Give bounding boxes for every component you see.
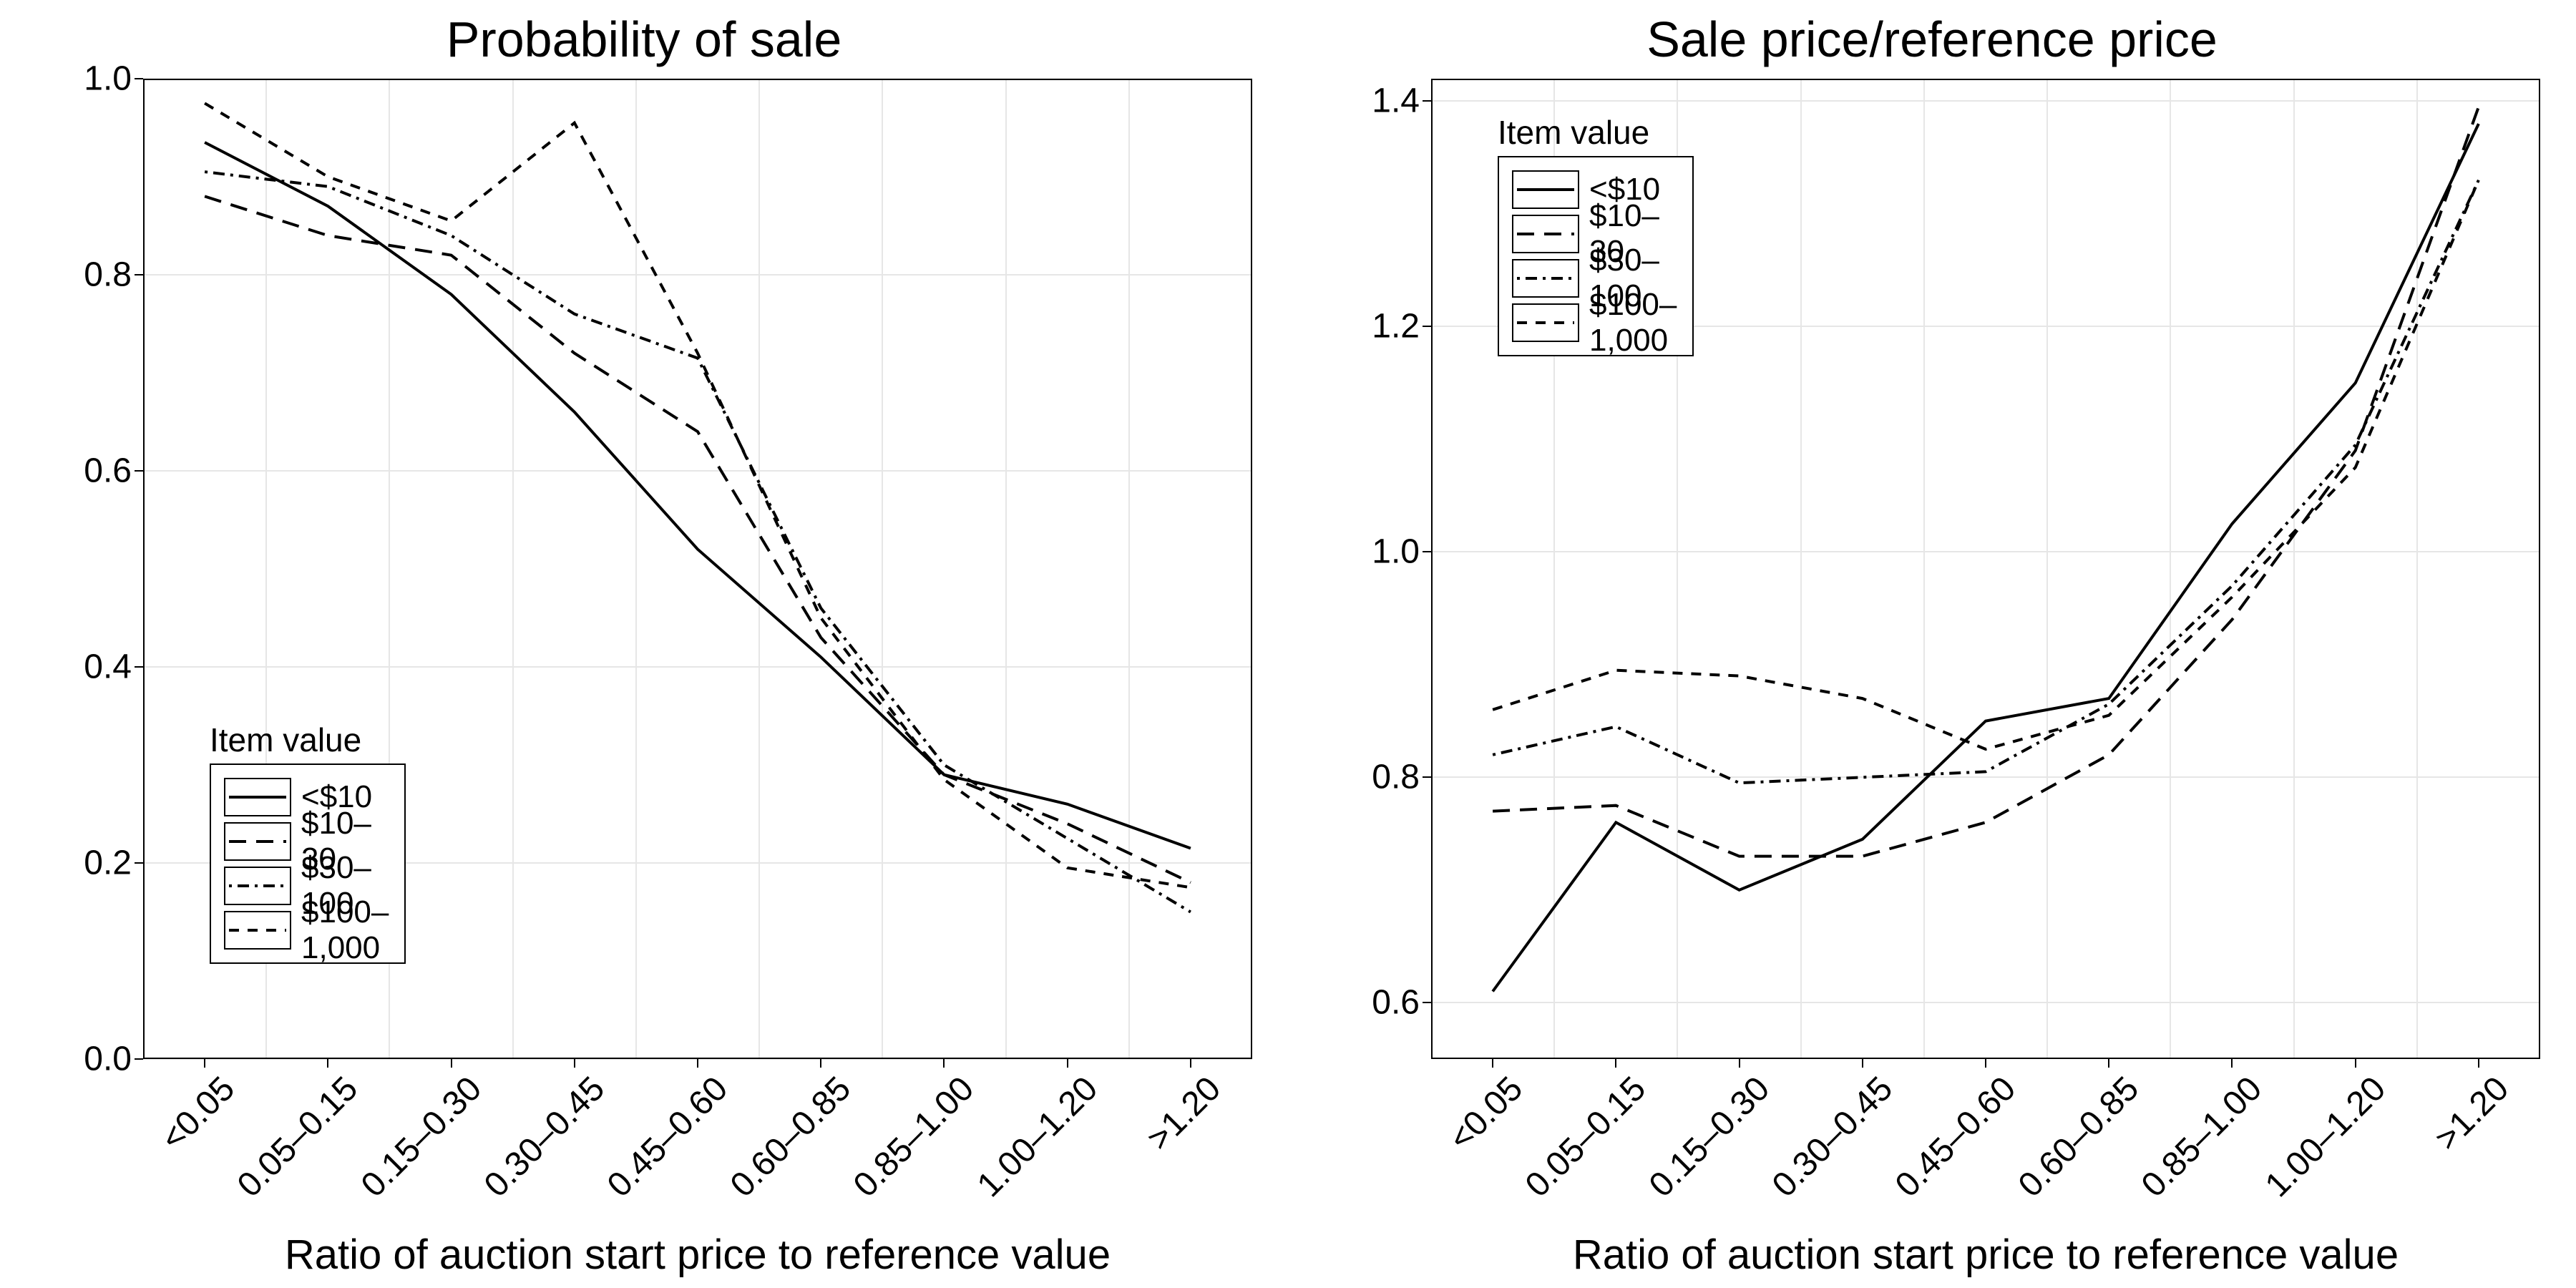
- ytick-label: 1.0: [1372, 532, 1431, 572]
- panel-prob-sale: Probability of sale Item value <$10$10–3…: [0, 0, 1288, 1288]
- xtick-label: 0.05–0.15: [1508, 1059, 1654, 1205]
- xtick-label: 0.60–0.85: [2001, 1059, 2147, 1205]
- legend-swatch: [224, 867, 291, 905]
- xtick-label: 0.05–0.15: [220, 1059, 366, 1205]
- legend-swatch: [1512, 259, 1579, 298]
- legend-swatch: [224, 778, 291, 816]
- xtick-label: >1.20: [1129, 1059, 1229, 1158]
- xtick-label: 0.45–0.60: [590, 1059, 736, 1205]
- ytick-label: 1.2: [1372, 307, 1431, 346]
- panel-title-1: Probability of sale: [0, 11, 1288, 68]
- legend-swatch: [1512, 170, 1579, 209]
- legend-swatch: [1512, 215, 1579, 253]
- xtick-label: <0.05: [1431, 1059, 1531, 1158]
- xtick-label: 0.85–1.00: [2124, 1059, 2270, 1205]
- legend-box-2: <$10$10–30$30–100$100–1,000: [1498, 156, 1694, 356]
- legend-swatch: [224, 911, 291, 950]
- panel-price-ratio: Sale price/reference price Item value <$…: [1288, 0, 2576, 1288]
- xtick-label: 0.15–0.30: [343, 1059, 489, 1205]
- xtick-label: <0.05: [143, 1059, 243, 1158]
- x-axis-label-1: Ratio of auction start price to referenc…: [143, 1231, 1252, 1279]
- ytick-label: 0.6: [1372, 983, 1431, 1023]
- figure: Probability of sale Item value <$10$10–3…: [0, 0, 2576, 1288]
- xtick-label: 0.85–1.00: [836, 1059, 982, 1205]
- legend-swatch: [1512, 303, 1579, 342]
- ytick-label: 0.6: [84, 452, 143, 491]
- panel-title-2: Sale price/reference price: [1288, 11, 2576, 68]
- ytick-label: 0.0: [84, 1040, 143, 1079]
- xtick-label: >1.20: [2417, 1059, 2517, 1158]
- plot-area-2: Item value <$10$10–30$30–100$100–1,000 0…: [1431, 79, 2540, 1059]
- legend-label: $100–1,000: [301, 894, 389, 966]
- legend-item: $100–1,000: [224, 908, 389, 952]
- xtick-label: 0.30–0.45: [1755, 1059, 1901, 1205]
- ytick-label: 0.8: [1372, 758, 1431, 797]
- x-axis-label-2: Ratio of auction start price to referenc…: [1431, 1231, 2540, 1279]
- ytick-label: 1.4: [1372, 82, 1431, 121]
- legend-label: $100–1,000: [1589, 287, 1677, 358]
- xtick-label: 1.00–1.20: [960, 1059, 1106, 1205]
- xtick-label: 0.60–0.85: [713, 1059, 859, 1205]
- ytick-label: 0.8: [84, 255, 143, 295]
- xtick-label: 0.15–0.30: [1631, 1059, 1777, 1205]
- legend-box-1: <$10$10–30$30–100$100–1,000: [210, 763, 406, 964]
- ytick-label: 0.2: [84, 844, 143, 883]
- ytick-label: 0.4: [84, 648, 143, 687]
- legend-swatch: [224, 822, 291, 861]
- legend-item: $100–1,000: [1512, 301, 1677, 345]
- legend-title-1: Item value: [210, 721, 361, 759]
- plot-area-1: Item value <$10$10–30$30–100$100–1,000 0…: [143, 79, 1252, 1059]
- legend-1: Item value <$10$10–30$30–100$100–1,000: [210, 721, 361, 763]
- xtick-label: 0.45–0.60: [1878, 1059, 2024, 1205]
- legend-title-2: Item value: [1498, 113, 1649, 152]
- legend-2: Item value <$10$10–30$30–100$100–1,000: [1498, 113, 1649, 156]
- xtick-label: 0.30–0.45: [467, 1059, 613, 1205]
- xtick-label: 1.00–1.20: [2248, 1059, 2394, 1205]
- ytick-label: 1.0: [84, 59, 143, 99]
